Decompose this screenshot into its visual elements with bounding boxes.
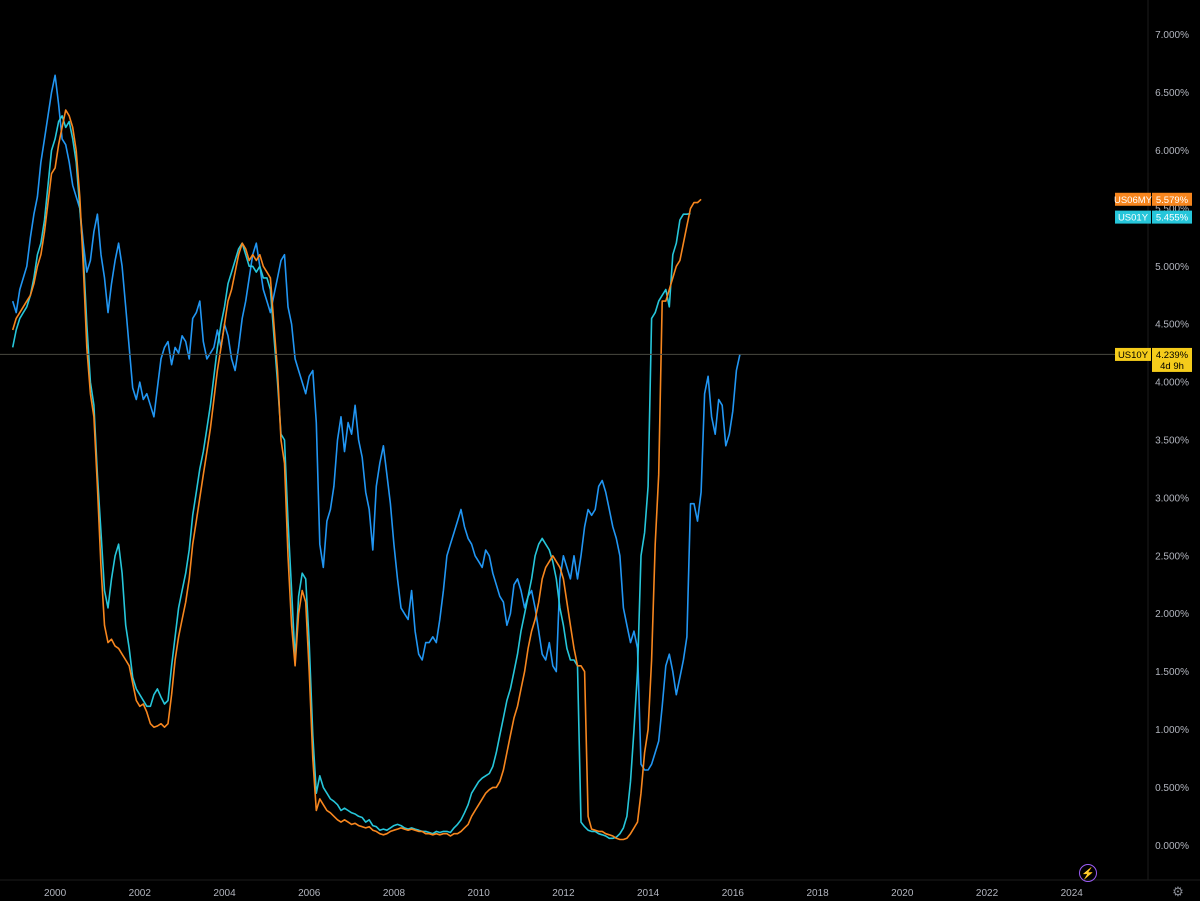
time-axis-tick-label: 2006 (298, 888, 321, 899)
time-axis-tick-label: 2002 (129, 888, 152, 899)
gear-icon[interactable]: ⚙ (1172, 884, 1184, 899)
badge-name-bg (1115, 347, 1151, 361)
badge-value-bg (1152, 347, 1192, 372)
price-axis-tick-label: 4.500% (1155, 320, 1189, 331)
badge-countdown: 4d 9h (1160, 361, 1184, 372)
badge-name-bg (1115, 210, 1151, 224)
price-axis-tick-label: 7.000% (1155, 30, 1189, 41)
time-axis-tick-label: 2010 (468, 888, 491, 899)
badge-value: 5.455% (1156, 213, 1189, 224)
time-axis-tick-label: 2004 (213, 888, 236, 899)
badge-value: 4.239% (1156, 350, 1189, 361)
price-axis-tick-label: 0.500% (1155, 783, 1189, 794)
price-axis-tick-label: 5.000% (1155, 262, 1189, 273)
series-line-us10y[interactable] (11, 74, 741, 771)
badge-us06my: US06MY 5.579% (1114, 192, 1192, 206)
series-line-us01y[interactable] (11, 115, 691, 840)
time-axis-tick-label: 2000 (44, 888, 67, 899)
price-axis[interactable]: 7.000% 6.500% 6.000% 5.500% 5.000% 4.500% 4.00… (1155, 30, 1189, 852)
time-axis-tick-label: 2008 (383, 888, 406, 899)
plot-area (11, 74, 741, 841)
price-axis-tick-label: 2.500% (1155, 551, 1189, 562)
badge-series-name: US06MY (1114, 195, 1153, 206)
time-axis-tick-label: 2018 (806, 888, 829, 899)
badge-us01y: US01Y 5.455% (1115, 210, 1192, 224)
badge-value: 5.579% (1156, 195, 1189, 206)
badge-value-bg (1152, 192, 1192, 206)
time-axis-tick-label: 2020 (891, 888, 914, 899)
time-axis-tick-label: 2014 (637, 888, 660, 899)
price-axis-tick-label: 1.500% (1155, 667, 1189, 678)
time-axis-tick-label: 2022 (976, 888, 999, 899)
price-axis-tick-label: 4.000% (1155, 378, 1189, 389)
badge-value-bg (1152, 210, 1192, 224)
time-axis-tick-label: 2024 (1061, 888, 1084, 899)
lightning-icon[interactable]: ⚡ (1079, 864, 1097, 882)
time-axis-tick-label: 2016 (722, 888, 745, 899)
price-axis-tick-label: 6.000% (1155, 146, 1189, 157)
price-axis-tick-label: 6.500% (1155, 88, 1189, 99)
time-axis[interactable]: 2000 2002 2004 2006 2008 2010 2012 2014 2016 2018… (44, 888, 1083, 899)
badge-series-name: US01Y (1118, 213, 1149, 224)
time-axis-tick-label: 2012 (552, 888, 575, 899)
price-axis-tick-label: 5.500% (1155, 204, 1189, 215)
price-axis-tick-label: 3.000% (1155, 493, 1189, 504)
badge-name-bg (1115, 192, 1151, 206)
price-axis-tick-label: 3.500% (1155, 436, 1189, 447)
price-axis-tick-label: 2.000% (1155, 609, 1189, 620)
series-line-us06my[interactable] (11, 109, 702, 841)
price-axis-tick-label: 0.000% (1155, 841, 1189, 852)
price-axis-tick-label: 1.000% (1155, 725, 1189, 736)
badge-us10y: US10Y 4.239%4d 9h (1115, 347, 1192, 372)
series-badges: US06MY 5.579% US01Y 5.455% US10Y 4.239%4d 9h (1114, 192, 1192, 372)
badge-series-name: US10Y (1118, 350, 1149, 361)
